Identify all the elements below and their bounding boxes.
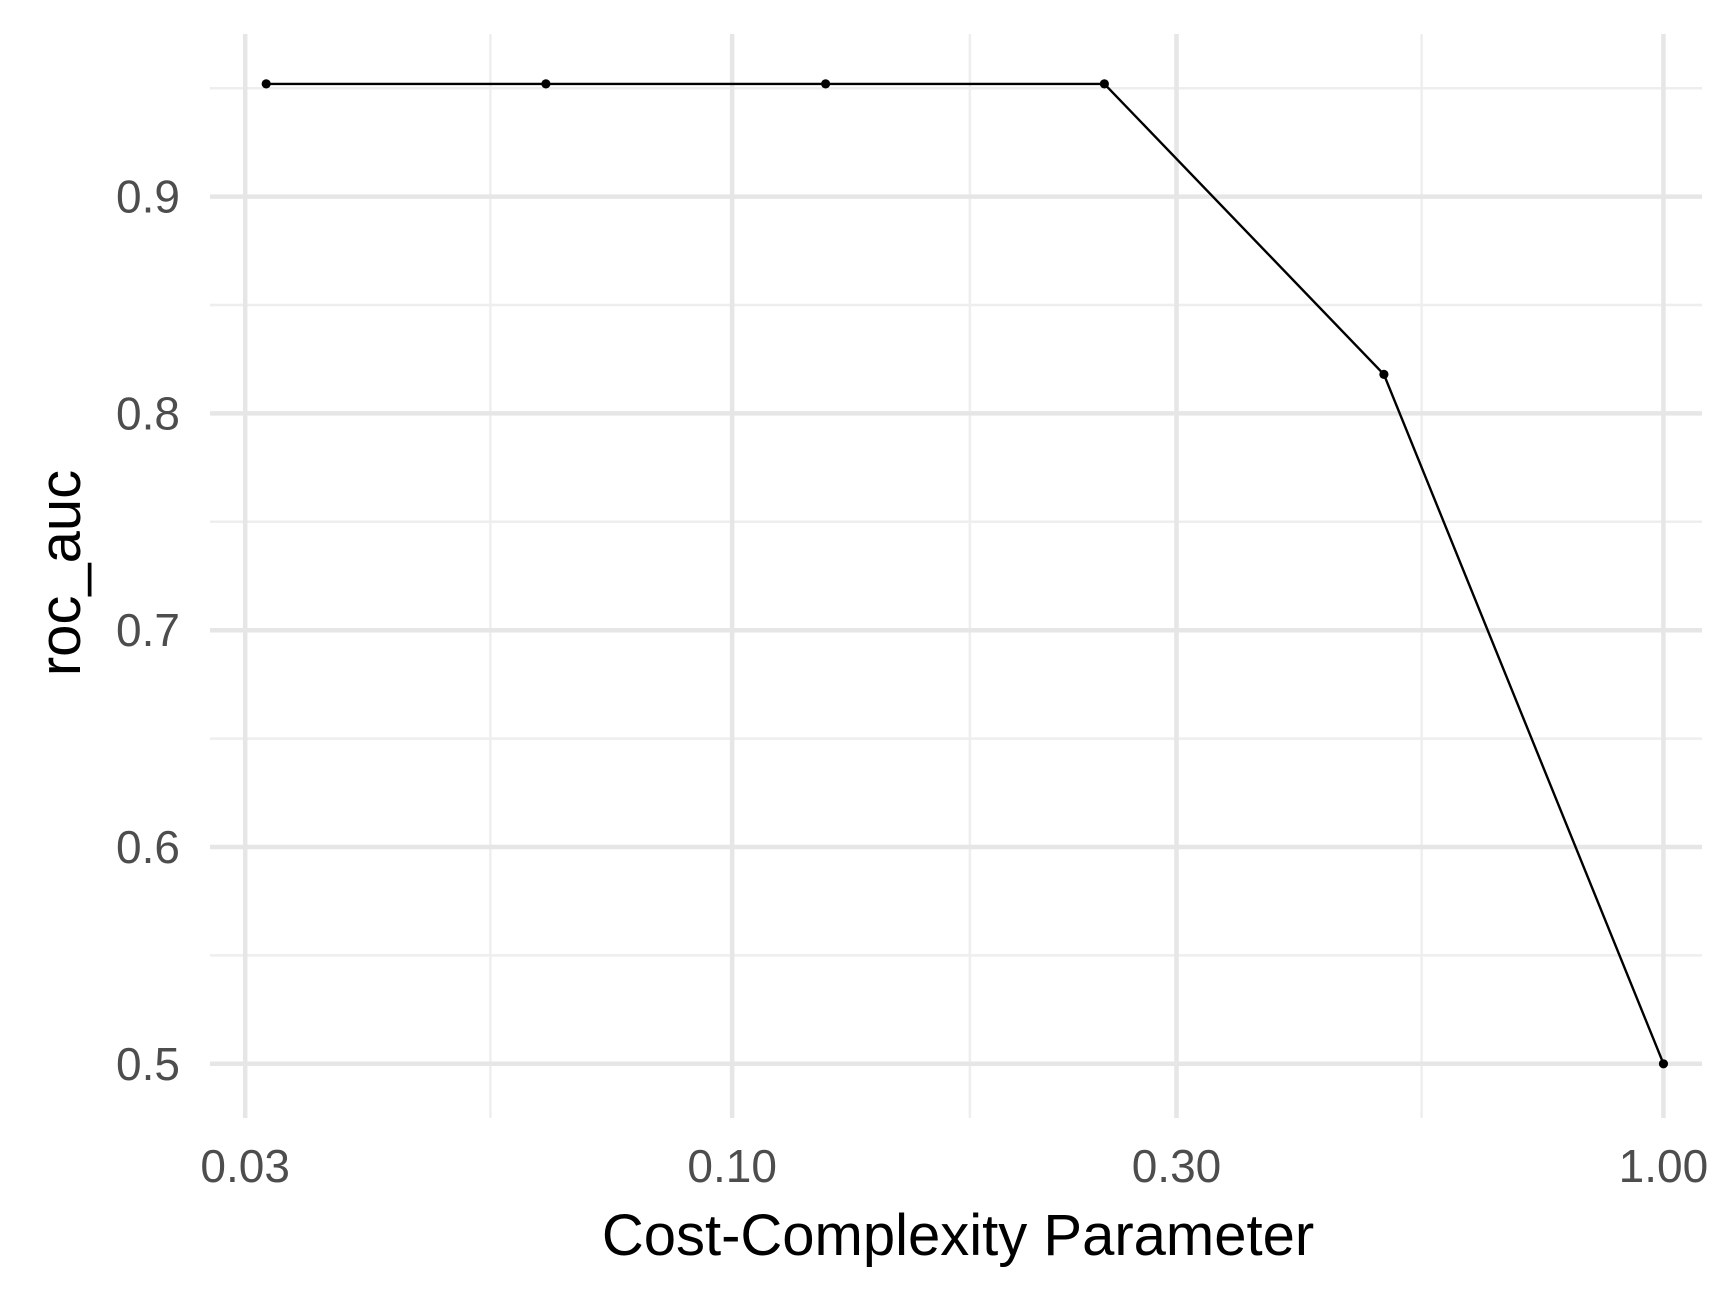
series-layer xyxy=(261,79,1669,1069)
y-tick-label: 0.8 xyxy=(116,387,180,439)
data-point xyxy=(261,79,271,89)
y-axis-title: roc_auc xyxy=(28,470,93,676)
x-tick-label: 1.00 xyxy=(1619,1140,1709,1192)
data-point xyxy=(1658,1059,1669,1069)
y-tick-label: 0.9 xyxy=(116,171,180,223)
y-tick-labels: 0.5 0.6 0.7 0.8 0.9 xyxy=(116,171,180,1090)
x-tick-labels: 0.03 0.10 0.30 1.00 xyxy=(200,1140,1708,1192)
major-x-gridlines xyxy=(242,34,1666,1118)
y-tick-label: 0.5 xyxy=(116,1038,180,1090)
x-tick-label: 0.10 xyxy=(687,1140,777,1192)
x-tick-label: 0.30 xyxy=(1132,1140,1222,1192)
data-point xyxy=(1379,369,1389,379)
minor-y-gridlines xyxy=(210,86,1702,957)
x-tick-label: 0.03 xyxy=(200,1140,290,1192)
data-point xyxy=(541,79,551,89)
data-point xyxy=(1099,79,1109,89)
x-axis-title: Cost-Complexity Parameter xyxy=(602,1203,1314,1268)
y-tick-label: 0.6 xyxy=(116,821,180,873)
minor-x-gridlines xyxy=(489,34,1423,1118)
major-y-gridlines xyxy=(210,194,1702,1067)
series-line xyxy=(266,82,1665,1065)
y-tick-label: 0.7 xyxy=(116,604,180,656)
data-point xyxy=(821,79,831,89)
